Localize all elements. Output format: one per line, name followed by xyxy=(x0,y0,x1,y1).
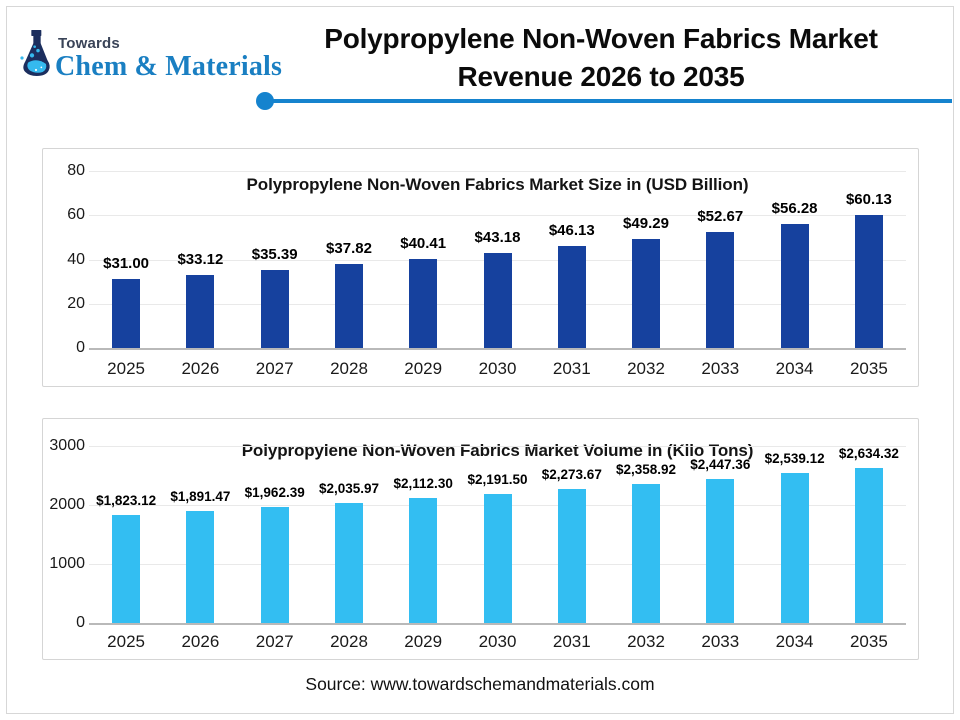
y-axis-tick-label: 1000 xyxy=(49,555,85,572)
x-axis-tick-label: 2027 xyxy=(255,632,294,651)
bar-value-label: $1,823.12 xyxy=(96,493,157,509)
bar-2034 xyxy=(780,473,809,623)
bar-value-label: $2,358.92 xyxy=(615,461,677,477)
bar-2033 xyxy=(706,478,735,623)
bar-value-label: $40.41 xyxy=(400,234,447,252)
logo-towards-text: Towards xyxy=(58,35,120,52)
bar-value-label: $56.28 xyxy=(771,199,818,217)
page-title-line2: Revenue 2026 to 2035 xyxy=(457,61,745,92)
x-axis-tick-label: 2029 xyxy=(404,632,443,651)
x-axis-line xyxy=(89,623,906,625)
bar-value-label: $1,891.47 xyxy=(170,489,231,505)
x-axis-tick-label: 2031 xyxy=(552,632,591,651)
bar-2028 xyxy=(335,264,363,348)
bar-2032 xyxy=(632,238,660,348)
bar-value-label: $2,273.67 xyxy=(541,466,602,482)
bar-2026 xyxy=(186,511,215,623)
y-axis-tick-label: 3000 xyxy=(49,437,85,454)
x-axis-tick-label: 2030 xyxy=(478,359,517,378)
bar-value-label: $46.13 xyxy=(548,221,595,239)
bar-value-label: $33.12 xyxy=(177,250,224,268)
bar-2035 xyxy=(854,215,883,348)
x-axis-line xyxy=(89,348,906,350)
bar-2031 xyxy=(557,245,586,348)
bar-2032 xyxy=(632,483,660,623)
x-axis-tick-label: 2030 xyxy=(478,632,517,651)
page-title: Polypropylene Non-Woven Fabrics Market R… xyxy=(278,20,924,96)
y-axis-tick-label: 2000 xyxy=(49,496,85,513)
x-axis-tick-label: 2025 xyxy=(107,359,145,378)
bar-value-label: $2,539.12 xyxy=(764,451,825,467)
y-axis-tick-label: 40 xyxy=(67,250,85,268)
market-volume-chart: Polypropylene Non-Woven Fabrics Market V… xyxy=(42,418,919,660)
gridline xyxy=(89,171,906,172)
gridline xyxy=(89,215,906,217)
bar-2035 xyxy=(854,467,883,623)
bar-value-label: $2,634.32 xyxy=(838,445,899,461)
bar-value-label: $2,447.36 xyxy=(690,456,751,472)
y-axis-tick-label: 20 xyxy=(67,294,85,312)
bar-2025 xyxy=(112,515,141,623)
bar-2034 xyxy=(780,223,809,348)
x-axis-tick-label: 2034 xyxy=(775,632,814,651)
bar-value-label: $60.13 xyxy=(845,191,892,208)
y-axis-tick-label: 60 xyxy=(67,206,85,224)
x-axis-tick-label: 2025 xyxy=(107,632,145,651)
x-axis-tick-label: 2029 xyxy=(404,359,443,378)
x-axis-tick-label: 2026 xyxy=(181,359,220,378)
x-axis-tick-label: 2031 xyxy=(552,359,591,378)
bar-value-label: $43.18 xyxy=(474,228,521,246)
bar-2028 xyxy=(335,502,363,623)
x-axis-tick-label: 2035 xyxy=(849,359,888,378)
x-axis-tick-label: 2035 xyxy=(849,632,888,651)
bar-2030 xyxy=(483,252,512,348)
x-axis-tick-label: 2032 xyxy=(627,632,665,651)
bar-2025 xyxy=(112,279,141,348)
bar-value-label: $2,035.97 xyxy=(318,480,380,496)
bar-value-label: $35.39 xyxy=(251,245,298,263)
bar-2031 xyxy=(557,488,586,623)
bar-value-label: $1,962.39 xyxy=(244,485,305,501)
bar-value-label: $2,191.50 xyxy=(467,471,528,487)
chart-title-market-size: Polypropylene Non-Woven Fabrics Market S… xyxy=(246,175,749,194)
title-underline xyxy=(265,99,952,103)
bar-2033 xyxy=(706,231,735,348)
x-axis-tick-label: 2028 xyxy=(330,632,368,651)
y-axis-tick-label: 0 xyxy=(76,339,85,356)
bar-value-label: $31.00 xyxy=(103,255,150,273)
y-axis-tick-label: 80 xyxy=(67,162,85,179)
bar-2027 xyxy=(260,507,289,623)
bar-2029 xyxy=(409,258,438,348)
bar-2027 xyxy=(260,269,289,348)
x-axis-tick-label: 2027 xyxy=(255,359,294,378)
x-axis-tick-label: 2032 xyxy=(627,359,665,378)
x-axis-tick-label: 2033 xyxy=(701,359,740,378)
x-axis-tick-label: 2033 xyxy=(701,632,740,651)
bar-value-label: $49.29 xyxy=(623,214,669,232)
gridline xyxy=(89,446,906,447)
page-title-line1: Polypropylene Non-Woven Fabrics Market xyxy=(324,23,878,54)
chart-title-market-volume: Polypropylene Non-Woven Fabrics Market V… xyxy=(241,441,754,460)
x-axis-tick-label: 2028 xyxy=(330,359,368,378)
market-size-chart: Polypropylene Non-Woven Fabrics Market S… xyxy=(42,148,919,387)
x-axis-tick-label: 2034 xyxy=(775,359,814,378)
bar-2029 xyxy=(409,498,438,623)
logo-brand-text: Chem & Materials xyxy=(55,51,283,82)
bar-value-label: $52.67 xyxy=(697,207,744,225)
bar-2026 xyxy=(186,274,215,348)
flask-icon xyxy=(20,30,50,76)
source-text: Source: www.towardschemandmaterials.com xyxy=(305,674,655,694)
bar-value-label: $37.82 xyxy=(326,240,372,258)
x-axis-tick-label: 2026 xyxy=(181,632,220,651)
bar-value-label: $2,112.30 xyxy=(393,476,453,492)
y-axis-tick-label: 0 xyxy=(76,614,85,631)
bar-2030 xyxy=(483,493,512,623)
